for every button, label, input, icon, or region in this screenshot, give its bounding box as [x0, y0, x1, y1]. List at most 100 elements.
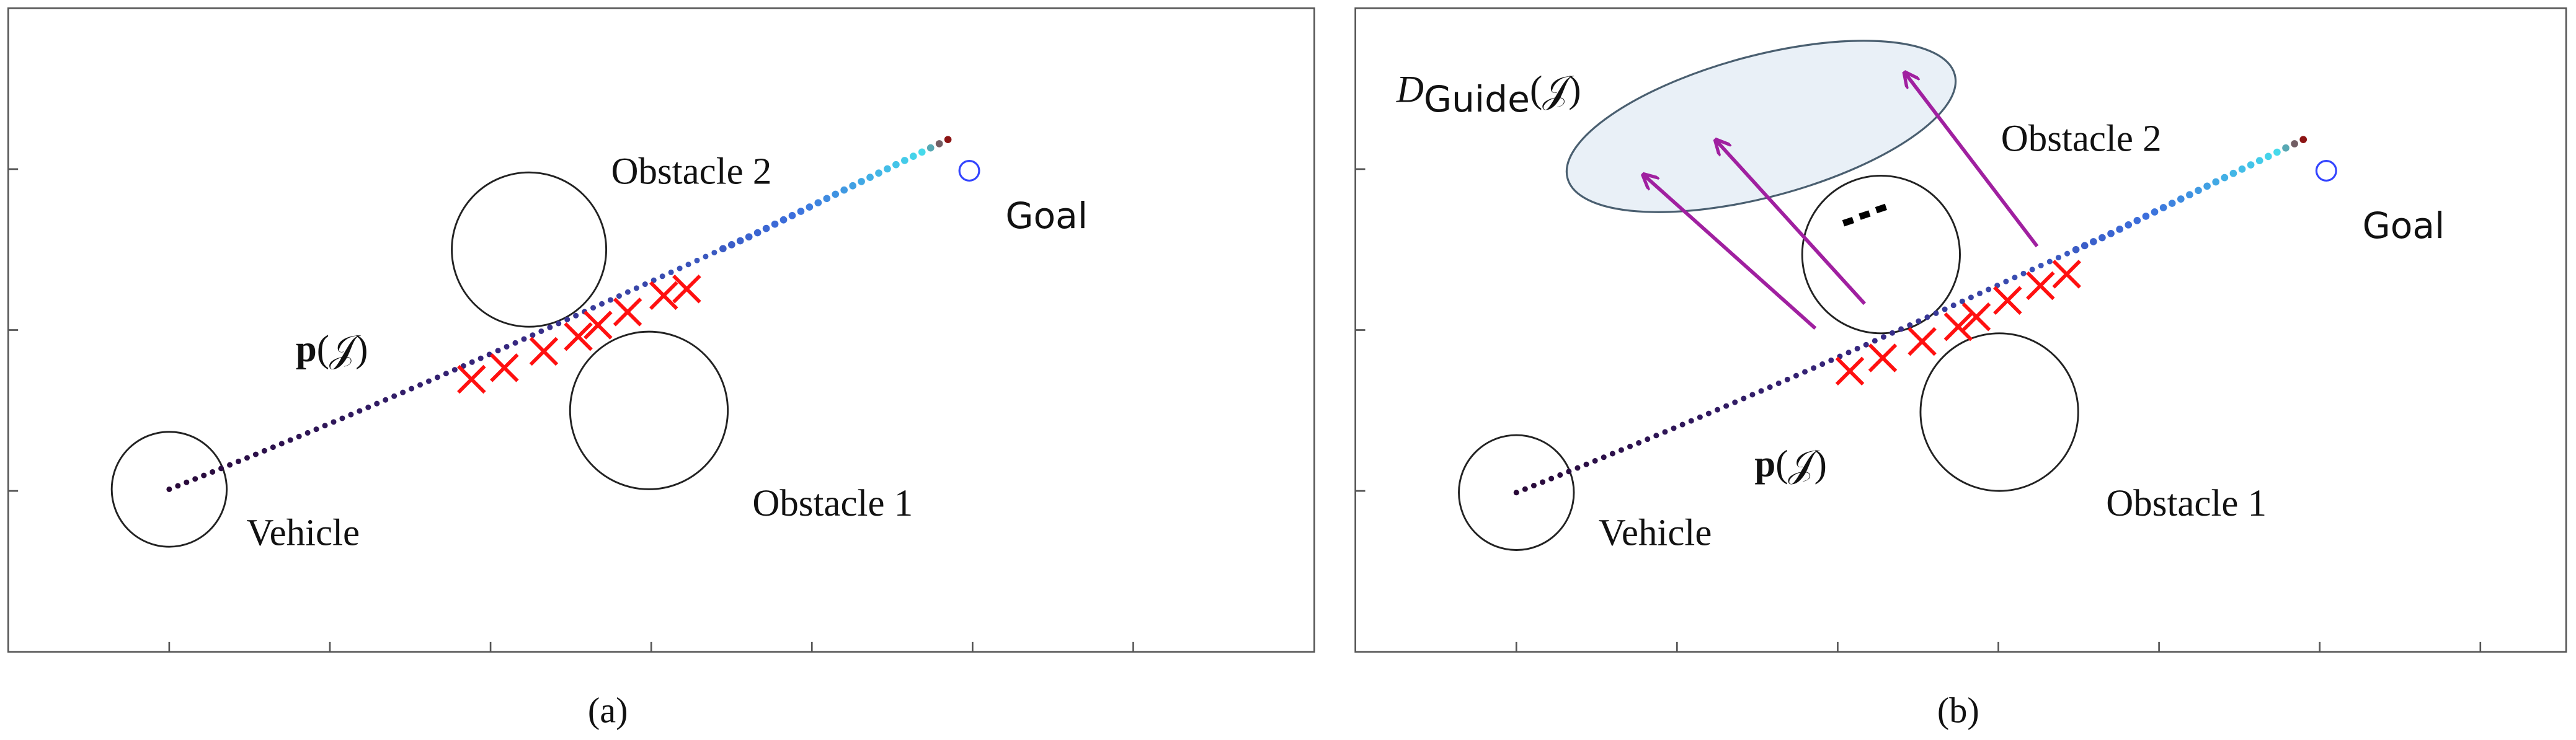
trajectory-point: [2195, 187, 2202, 195]
trajectory-point: [2142, 213, 2150, 220]
trajectory-point: [374, 400, 380, 407]
trajectory-point: [1968, 294, 1974, 301]
trajectory-point: [331, 419, 337, 425]
trajectory-point: [1924, 314, 1930, 320]
trajectory-point: [736, 237, 744, 245]
collision-cross: [2026, 271, 2055, 301]
trajectory-point: [175, 483, 181, 489]
dot: [1842, 216, 1855, 227]
trajectory-point: [1942, 306, 1948, 312]
trajectory-point: [909, 152, 917, 160]
trajectory-point: [2125, 221, 2133, 229]
trajectory-point: [2107, 229, 2115, 237]
trajectory-point: [677, 265, 683, 271]
trajectory-point: [1715, 407, 1721, 413]
trajectory-point: [2133, 217, 2141, 224]
trajectory-point: [762, 224, 770, 232]
obstacle-2-circle: [1801, 175, 1961, 335]
trajectory-point: [1819, 361, 1826, 368]
trajectory-point: [590, 305, 597, 311]
trajectory-point: [296, 433, 302, 439]
trajectory-point: [806, 203, 814, 211]
trajectory-point: [573, 312, 579, 319]
trajectory-point: [1548, 475, 1555, 482]
trajectory-point: [1557, 472, 1563, 478]
collision-cross: [564, 322, 593, 351]
trajectory-point: [521, 336, 527, 342]
trajectory-point: [849, 182, 856, 190]
obstacle-2-circle: [451, 171, 608, 328]
trajectory-point: [2012, 275, 2018, 281]
trajectory-point: [2255, 157, 2263, 165]
obstacle-2-label: Obstacle 2: [2001, 118, 2162, 160]
collision-cross: [490, 353, 519, 382]
panel-b: DGuide(𝒥) Obstacle 2 Goal p(𝒥) Obstacle …: [1354, 7, 2567, 731]
trajectory-point: [2159, 204, 2167, 211]
trajectory-point: [409, 385, 415, 392]
trajectory-point: [1793, 372, 1799, 379]
trajectory-point: [1811, 365, 1817, 371]
trajectory-point: [400, 389, 406, 395]
trajectory-point: [2055, 255, 2061, 261]
trajectory-point: [642, 281, 648, 288]
trajectory-point: [348, 412, 354, 418]
trajectory-point: [1574, 465, 1581, 471]
trajectory-point: [624, 289, 631, 295]
trajectory-point: [1933, 310, 1939, 316]
trajectory-point: [1916, 318, 1922, 324]
ellipsis: [1842, 203, 1887, 227]
path-label: p(𝒥): [1754, 443, 1827, 485]
obstacle-1-label: Obstacle 1: [2106, 483, 2267, 524]
trajectory-point: [244, 455, 250, 461]
trajectory-point: [469, 359, 475, 365]
trajectory-point: [599, 301, 605, 307]
trajectory-point: [556, 320, 562, 327]
trajectory-point: [1854, 345, 1860, 351]
trajectory-point: [901, 157, 908, 164]
trajectory-point: [2020, 270, 2027, 276]
trajectory-point: [2238, 165, 2246, 173]
guide-subscript: Guide: [1424, 78, 1530, 120]
trajectory-point: [944, 136, 952, 144]
trajectory-point: [1601, 454, 1607, 460]
trajectory-point: [2116, 226, 2123, 233]
trajectory-point: [261, 447, 267, 454]
trajectory-point: [184, 479, 190, 485]
trajectory-point: [1749, 392, 1756, 398]
guide-arrow: [1717, 141, 1867, 306]
trajectory-point: [1688, 418, 1694, 424]
trajectory-point: [703, 253, 709, 260]
trajectory-point: [753, 229, 762, 237]
trajectory-point: [495, 348, 501, 354]
trajectory-point: [2003, 278, 2009, 284]
trajectory-point: [1784, 376, 1790, 382]
path-argument: (𝒥): [317, 328, 368, 370]
trajectory-point: [1732, 399, 1738, 405]
trajectory-point: [1775, 380, 1782, 386]
trajectory-point: [1723, 403, 1730, 409]
collision-cross: [2052, 260, 2081, 289]
trajectory-point: [1705, 410, 1712, 416]
trajectory-point: [530, 332, 536, 338]
trajectory-point: [2177, 195, 2185, 203]
trajectory-point: [1880, 334, 1886, 340]
obstacle-1-label: Obstacle 1: [752, 483, 913, 524]
trajectory-point: [1767, 384, 1773, 390]
trajectory-point: [2186, 191, 2193, 199]
trajectory-point: [477, 355, 484, 361]
trajectory-point: [858, 178, 865, 185]
trajectory-point: [192, 476, 198, 482]
trajectory-point: [1636, 440, 1642, 446]
collision-cross: [1908, 327, 1937, 356]
trajectory-point: [2221, 174, 2229, 182]
trajectory-point: [1898, 326, 1904, 332]
trajectory-point: [2151, 208, 2159, 216]
vehicle-label: Vehicle: [246, 513, 360, 554]
collision-cross: [529, 337, 559, 366]
trajectory-point: [771, 220, 779, 228]
obstacle-1-circle: [1919, 332, 2079, 492]
trajectory-point: [1609, 451, 1615, 457]
trajectory-point: [892, 161, 900, 169]
trajectory-point: [2046, 258, 2053, 265]
trajectory-point: [1513, 490, 1519, 496]
